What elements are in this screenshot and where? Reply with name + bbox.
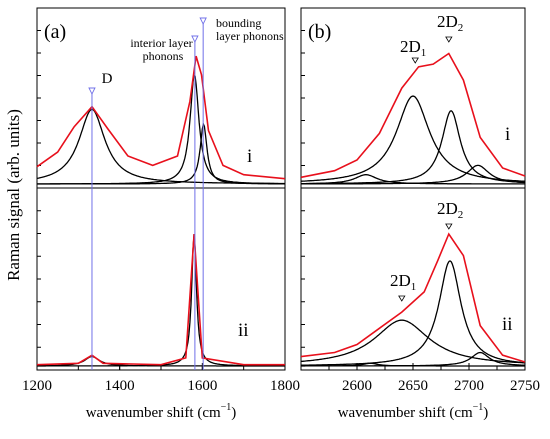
panel-b-sub-i-label: i xyxy=(505,124,510,145)
marker-2d2-label-i-sub: 2 xyxy=(458,22,464,34)
x-tick-label-a-2: 1600 xyxy=(187,378,217,394)
x-axis-label-a-sup: −1 xyxy=(221,402,232,413)
marker-triangle-i-0 xyxy=(411,57,419,64)
panel-b-sub-ii-label: ii xyxy=(502,314,513,335)
marker-triangle-ii-1 xyxy=(445,223,453,230)
marker-2d1-label-ii-sub: 1 xyxy=(411,281,417,293)
component-a-i-2 xyxy=(37,122,285,185)
marker-2d2-label-i-main: 2D xyxy=(437,12,458,31)
marker-triangle-ii-0 xyxy=(398,295,406,302)
marker-triangle-a-0 xyxy=(88,87,96,96)
marker-triangle-a-2 xyxy=(199,17,207,26)
x-tick-label-b-3: 2750 xyxy=(510,378,540,394)
x-axis-label-b-tail: ) xyxy=(483,405,488,421)
marker-bounding-label-line1: bounding xyxy=(216,16,261,30)
component-b-ii-1 xyxy=(300,260,525,366)
marker-triangle-i-1 xyxy=(445,36,453,43)
panel-b-frame xyxy=(300,7,526,371)
measured-b-i xyxy=(300,52,526,179)
marker-2d2-label-ii: 2D2 xyxy=(437,199,463,221)
marker-bounding-label-line2: layer phonons xyxy=(216,29,284,43)
panel-a-sub-i-label: i xyxy=(247,146,252,167)
x-tick-label-a-0: 1200 xyxy=(22,378,52,394)
marker-interior-label-line1: interior layer xyxy=(130,36,192,50)
measured-a-i xyxy=(36,55,286,180)
marker-2d1-label-ii-main: 2D xyxy=(390,271,411,290)
marker-2d1-label-i: 2D1 xyxy=(400,37,426,59)
measured-a-ii xyxy=(36,233,285,366)
measured-b-ii xyxy=(300,232,526,363)
component-b-i-0 xyxy=(301,95,525,182)
x-tick-label-a-1: 1400 xyxy=(105,378,135,394)
x-axis-label-a-main: wavenumber shift (cm xyxy=(86,405,221,421)
marker-2d1-label-i-main: 2D xyxy=(400,37,421,56)
marker-2d2-label-ii-main: 2D xyxy=(437,199,458,218)
x-tick-label-b-0: 2600 xyxy=(342,378,372,394)
panel-a-label: (a) xyxy=(44,21,66,43)
marker-triangle-a-1 xyxy=(191,35,199,44)
plot-layer: 1200 1400 1600 1800 2600 2650 2700 2750 xyxy=(22,17,540,394)
x-axis-label-b-main: wavenumber shift (cm xyxy=(338,405,473,421)
marker-2d1-label-ii: 2D1 xyxy=(390,271,416,293)
marker-2d2-label-i: 2D2 xyxy=(437,12,463,34)
marker-d-label: D xyxy=(102,71,113,87)
marker-interior-label-line2: phonons xyxy=(143,49,184,63)
component-b-ii-3 xyxy=(301,351,525,367)
component-b-i-3 xyxy=(301,164,526,185)
x-tick-label-a-3: 1800 xyxy=(270,378,300,394)
marker-interior-label: interior layer phonons xyxy=(130,36,195,63)
x-axis-label-a: wavenumber shift (cm−1) xyxy=(86,402,237,421)
x-axis-label-a-tail: ) xyxy=(231,405,236,421)
x-tick-label-b-2: 2700 xyxy=(454,378,484,394)
x-axis-label-b: wavenumber shift (cm−1) xyxy=(338,402,489,421)
component-b-ii-0 xyxy=(300,319,525,364)
component-a-i-1 xyxy=(37,74,285,185)
component-a-ii-1 xyxy=(37,233,285,367)
panel-b-label: (b) xyxy=(308,21,331,43)
x-tick-label-b-1: 2650 xyxy=(398,378,428,394)
marker-bounding-label: bounding layer phonons xyxy=(216,16,284,43)
panel-a-sub-ii-label: ii xyxy=(238,320,249,341)
y-axis-label: Raman signal (arb. units) xyxy=(4,109,23,281)
marker-2d1-label-i-sub: 1 xyxy=(421,47,427,59)
x-axis-label-b-sup: −1 xyxy=(473,402,484,413)
marker-2d2-label-ii-sub: 2 xyxy=(458,209,464,221)
component-b-i-1 xyxy=(301,110,526,185)
